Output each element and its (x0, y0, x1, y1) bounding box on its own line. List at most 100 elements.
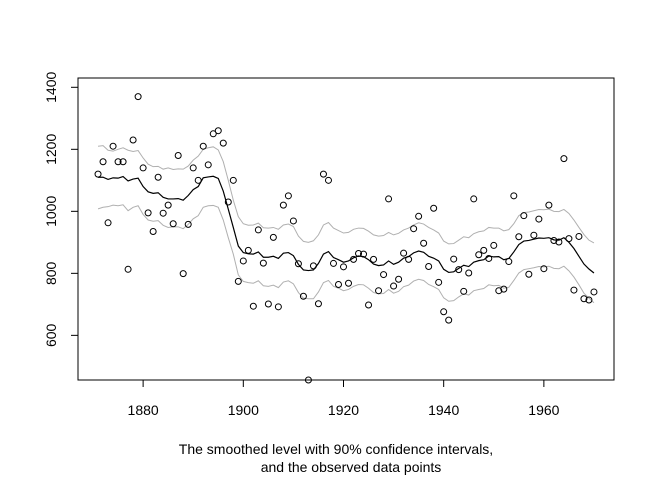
data-point (104, 219, 112, 227)
data-point (184, 220, 192, 228)
data-point (585, 296, 593, 304)
data-point (515, 233, 523, 241)
data-point (395, 275, 403, 283)
data-point (274, 303, 282, 311)
x-tick-label: 1940 (428, 402, 459, 418)
data-point (299, 292, 307, 300)
x-tick-label: 1880 (128, 402, 159, 418)
x-tick-label: 1900 (228, 402, 259, 418)
data-point (355, 249, 363, 257)
data-point (319, 170, 327, 178)
data-point (149, 227, 157, 235)
data-point (400, 249, 408, 257)
data-point (144, 209, 152, 217)
data-point (154, 173, 162, 181)
smoothed-level-line (98, 175, 595, 274)
y-tick-label: 600 (43, 323, 59, 347)
data-point (365, 301, 373, 309)
data-point (119, 158, 127, 166)
data-point (264, 300, 272, 308)
y-tick-label: 800 (43, 261, 59, 285)
data-point (560, 155, 568, 163)
data-point (425, 263, 433, 271)
data-point (314, 300, 322, 308)
x-tick-label: 1920 (328, 402, 359, 418)
y-tick-label: 1000 (43, 196, 59, 227)
data-point (209, 130, 217, 138)
data-point (279, 201, 287, 209)
caption-line-2: and the observed data points (260, 459, 442, 475)
observed-points (94, 93, 598, 384)
x-axis: 1880 1900 1920 1940 1960 (128, 379, 560, 418)
data-point (194, 176, 202, 184)
data-point (580, 295, 588, 303)
data-point (525, 270, 533, 278)
data-point (465, 269, 473, 277)
data-point (164, 201, 172, 209)
data-point (234, 277, 242, 285)
x-tick-label: 1960 (528, 402, 559, 418)
data-point (269, 233, 277, 241)
data-point (249, 302, 257, 310)
data-point (199, 142, 207, 150)
data-point (229, 176, 237, 184)
data-point (350, 255, 358, 263)
data-point (470, 195, 478, 203)
data-point (390, 282, 398, 290)
data-point (405, 255, 413, 263)
y-tick-label: 1400 (43, 72, 59, 103)
data-point (565, 235, 573, 243)
data-point (435, 278, 443, 286)
data-point (289, 217, 297, 225)
data-point (445, 316, 453, 324)
data-point (244, 246, 252, 254)
data-point (500, 285, 508, 293)
data-point (520, 212, 528, 220)
data-point (510, 192, 518, 200)
data-point (475, 251, 483, 259)
data-point (109, 142, 117, 150)
data-point (360, 250, 368, 258)
ci-lower-line (97, 204, 595, 304)
data-point (204, 161, 212, 169)
data-point (380, 271, 388, 279)
data-point (254, 226, 262, 234)
data-point (490, 241, 498, 249)
data-point (505, 258, 513, 266)
data-point (460, 287, 468, 295)
data-point (214, 127, 222, 135)
data-point (169, 220, 177, 228)
caption-line-1: The smoothed level with 90% confidence i… (178, 441, 494, 457)
data-point (99, 158, 107, 166)
data-point (345, 279, 352, 287)
data-point (239, 257, 247, 265)
data-point (540, 265, 548, 273)
data-point (94, 170, 102, 178)
data-point (259, 259, 267, 267)
data-point (334, 281, 342, 288)
data-point (485, 254, 493, 262)
data-point (570, 286, 578, 294)
smoothed-level-line (98, 175, 595, 274)
data-point (284, 192, 292, 200)
data-point (340, 263, 347, 271)
data-point (324, 176, 332, 184)
data-point (139, 164, 147, 172)
data-point (385, 195, 393, 203)
data-point (375, 287, 383, 295)
data-point (575, 232, 583, 240)
data-point (440, 308, 448, 316)
data-point (189, 164, 197, 172)
data-point (430, 204, 438, 212)
y-tick-label: 1200 (43, 134, 59, 165)
data-point (124, 265, 132, 273)
data-point (495, 287, 503, 295)
data-point (114, 158, 122, 166)
data-point (224, 198, 232, 206)
data-point (590, 288, 598, 296)
data-point (535, 215, 543, 223)
data-point (530, 231, 538, 239)
data-point (415, 212, 423, 220)
data-point (179, 270, 187, 278)
